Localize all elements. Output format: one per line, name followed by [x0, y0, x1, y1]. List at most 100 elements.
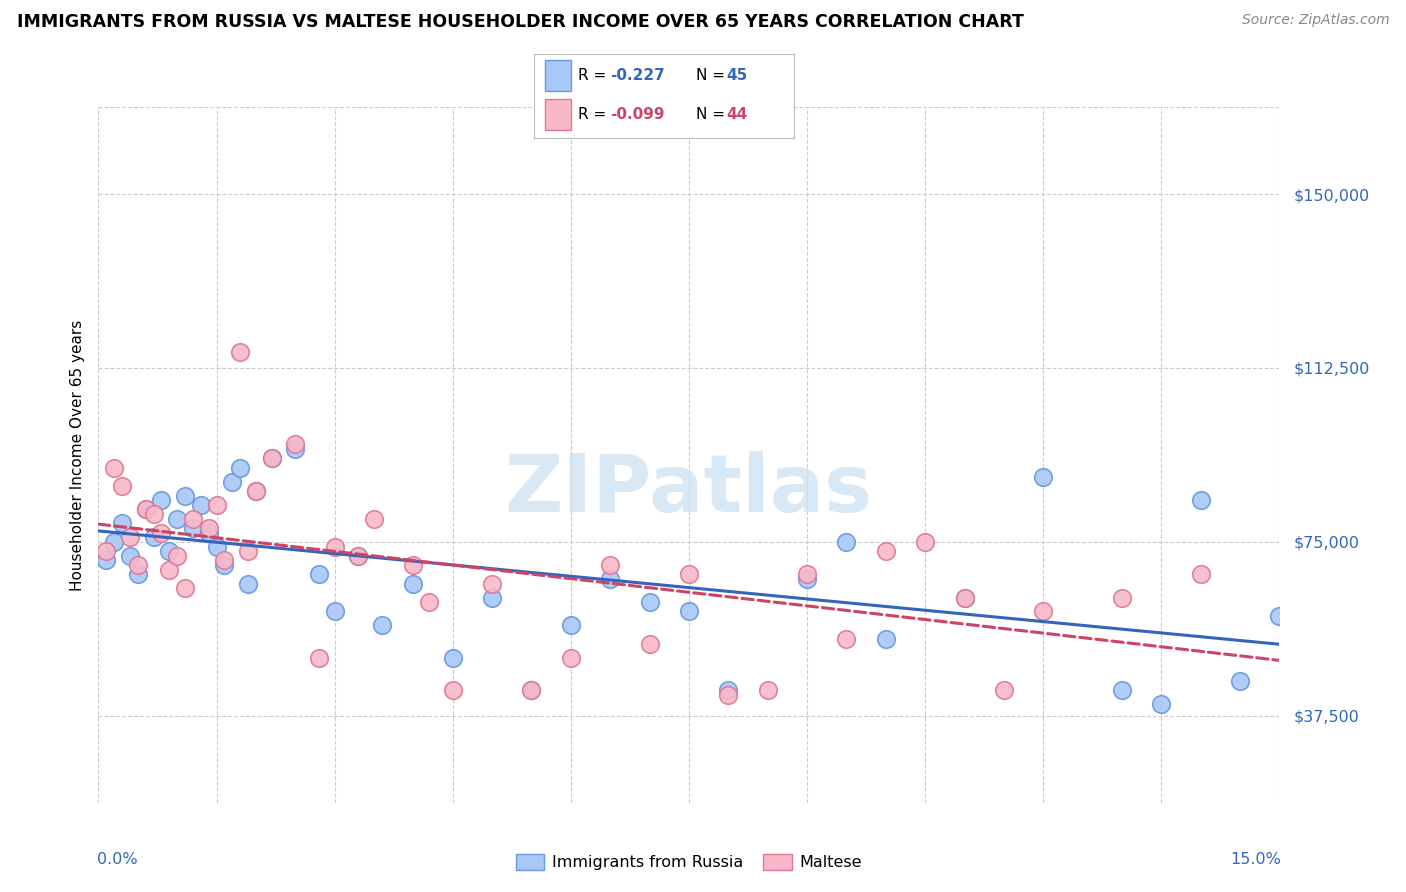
Point — [181, 511, 204, 525]
Point — [1268, 609, 1291, 624]
FancyBboxPatch shape — [544, 99, 571, 130]
Point — [599, 572, 621, 586]
Point — [953, 591, 976, 605]
Point — [103, 460, 125, 475]
Point — [1229, 674, 1251, 689]
Point — [481, 591, 503, 605]
Point — [756, 683, 779, 698]
Point — [835, 534, 858, 549]
Point — [260, 451, 283, 466]
Point — [236, 544, 259, 558]
Text: -0.227: -0.227 — [610, 68, 665, 83]
Text: 45: 45 — [727, 68, 748, 83]
Point — [1111, 683, 1133, 698]
Point — [323, 605, 346, 619]
Text: 0.0%: 0.0% — [97, 852, 138, 866]
Text: Source: ZipAtlas.com: Source: ZipAtlas.com — [1241, 13, 1389, 28]
Point — [308, 651, 330, 665]
Text: -0.099: -0.099 — [610, 107, 664, 122]
Legend: Immigrants from Russia, Maltese: Immigrants from Russia, Maltese — [508, 847, 870, 879]
Point — [638, 595, 661, 609]
FancyBboxPatch shape — [544, 61, 571, 91]
Point — [560, 618, 582, 632]
Point — [308, 567, 330, 582]
Point — [150, 525, 173, 540]
Point — [1189, 493, 1212, 508]
Point — [205, 540, 228, 554]
Point — [678, 605, 700, 619]
Point — [135, 502, 157, 516]
Point — [875, 544, 897, 558]
Point — [111, 516, 134, 531]
Point — [181, 521, 204, 535]
Point — [717, 683, 740, 698]
Text: IMMIGRANTS FROM RUSSIA VS MALTESE HOUSEHOLDER INCOME OVER 65 YEARS CORRELATION C: IMMIGRANTS FROM RUSSIA VS MALTESE HOUSEH… — [17, 13, 1024, 31]
Point — [111, 479, 134, 493]
Point — [205, 498, 228, 512]
Point — [914, 534, 936, 549]
Point — [245, 483, 267, 498]
Point — [118, 530, 141, 544]
Point — [1111, 591, 1133, 605]
Point — [323, 540, 346, 554]
Text: N =: N = — [696, 68, 730, 83]
Point — [245, 483, 267, 498]
Point — [1032, 605, 1054, 619]
Point — [402, 558, 425, 573]
Point — [284, 437, 307, 451]
Point — [214, 553, 236, 567]
Point — [214, 558, 236, 573]
Point — [190, 498, 212, 512]
Point — [142, 530, 165, 544]
Point — [1032, 470, 1054, 484]
Point — [229, 460, 252, 475]
Point — [638, 637, 661, 651]
Point — [835, 632, 858, 647]
Point — [135, 502, 157, 516]
Text: R =: R = — [578, 107, 612, 122]
Point — [229, 344, 252, 359]
Point — [197, 525, 219, 540]
Point — [441, 683, 464, 698]
Point — [347, 549, 370, 563]
Point — [284, 442, 307, 456]
Point — [174, 489, 197, 503]
Point — [103, 534, 125, 549]
Point — [1150, 698, 1173, 712]
Point — [678, 567, 700, 582]
Point — [560, 651, 582, 665]
Point — [236, 576, 259, 591]
Point — [441, 651, 464, 665]
Point — [599, 558, 621, 573]
Text: 15.0%: 15.0% — [1230, 852, 1281, 866]
Point — [127, 567, 149, 582]
Point — [953, 591, 976, 605]
Text: 44: 44 — [727, 107, 748, 122]
Text: N =: N = — [696, 107, 730, 122]
Point — [402, 576, 425, 591]
Point — [127, 558, 149, 573]
Point — [260, 451, 283, 466]
Point — [363, 511, 385, 525]
Point — [118, 549, 141, 563]
Point — [1189, 567, 1212, 582]
Text: ZIPatlas: ZIPatlas — [505, 450, 873, 529]
Point — [717, 688, 740, 702]
Point — [418, 595, 440, 609]
Point — [347, 549, 370, 563]
Point — [197, 521, 219, 535]
Point — [371, 618, 394, 632]
Point — [796, 572, 818, 586]
Text: R =: R = — [578, 68, 612, 83]
Y-axis label: Householder Income Over 65 years: Householder Income Over 65 years — [69, 319, 84, 591]
Point — [520, 683, 543, 698]
Point — [520, 683, 543, 698]
Point — [142, 507, 165, 521]
Point — [796, 567, 818, 582]
Point — [166, 511, 188, 525]
Point — [150, 493, 173, 508]
Point — [993, 683, 1015, 698]
Point — [221, 475, 243, 489]
Point — [157, 563, 180, 577]
Point — [166, 549, 188, 563]
